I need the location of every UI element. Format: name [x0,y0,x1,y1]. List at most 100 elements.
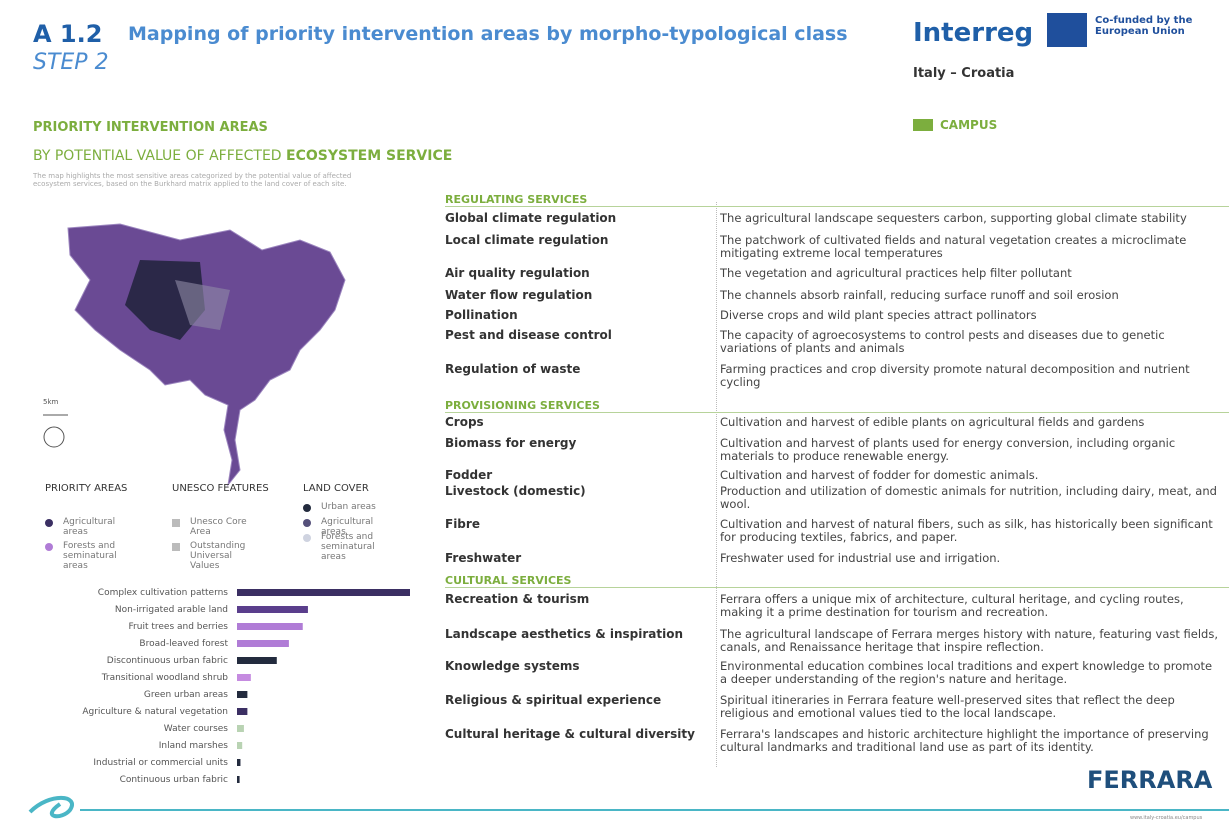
service-name: Biomass for energy [445,436,577,450]
bar-label: Broad-leaved forest [139,639,228,649]
service-name: Cultural heritage & cultural diversity [445,727,695,741]
map-unesco [175,280,230,330]
step: STEP 2 [33,50,109,75]
bar [237,776,240,783]
service-text: Cultivation and harvest of natural fiber… [720,517,1213,544]
legend-label: Forests and seminatural areas [321,532,375,562]
map [43,223,346,487]
service-name: Freshwater [445,551,522,565]
bar [237,657,277,664]
service-text: Diverse crops and wild plant species att… [720,308,1037,322]
service-name: Water flow regulation [445,288,593,302]
service-heading: PROVISIONING SERVICES [445,399,600,412]
service-name: Pollination [445,308,518,322]
legend-swatch [45,543,53,551]
legend-label: Agricultural areas [321,517,374,537]
bar-label: Discontinuous urban fabric [107,656,228,666]
intro: The map highlights the most sensitive ar… [33,172,352,188]
service-text: Ferrara's landscapes and historic archit… [720,727,1209,754]
service-name: Local climate regulation [445,233,609,247]
campus-icon [913,119,933,131]
legend-label: Forests and seminatural areas [63,541,117,571]
legend-swatch [45,519,53,527]
service-text: The patchwork of cultivated fields and n… [720,233,1187,260]
url: www.italy-croatia.eu/campus [1130,815,1203,821]
legend-title: PRIORITY AREAS [45,483,128,494]
service-name: Religious & spiritual experience [445,693,662,707]
bar [237,759,241,766]
service-text: Cultivation and harvest of edible plants… [720,415,1145,429]
bar [237,691,248,698]
service-name: Recreation & tourism [445,592,590,606]
code: A 1.2 [33,20,103,48]
section-title: PRIORITY INTERVENTION AREAS [33,120,268,135]
bar [237,623,303,630]
service-text: The agricultural landscape of Ferrara me… [720,627,1218,654]
eu-flag [1047,13,1087,47]
service-name: Pest and disease control [445,328,612,342]
bar-label: Inland marshes [159,741,229,751]
legend-label: Outstanding Universal Values [190,541,246,571]
service-name: Livestock (domestic) [445,484,586,498]
north-arrow [43,426,65,448]
map-area [67,223,346,487]
bar-label: Non-irrigated arable land [115,605,228,615]
bar [237,606,308,613]
bar [237,725,244,732]
bar-label: Agriculture & natural vegetation [82,707,228,717]
programme: Italy – Croatia [913,66,1015,81]
city: FERRARA [1087,766,1213,794]
bar [237,640,289,647]
service-heading: CULTURAL SERVICES [445,574,572,587]
bar [237,589,410,596]
service-name: Regulation of waste [445,362,581,376]
service-text: Cultivation and harvest of plants used f… [720,436,1176,463]
service-text: The capacity of agroecosystems to contro… [720,328,1165,355]
legend-swatch [303,504,311,512]
service-text: Cultivation and harvest of fodder for do… [720,468,1039,482]
service-text: The channels absorb rainfall, reducing s… [720,288,1119,302]
service-text: Ferrara offers a unique mix of architect… [720,592,1184,619]
map-urban [125,260,205,340]
bar [237,708,248,715]
legend-label: Urban areas [321,502,376,512]
service-name: Fibre [445,517,480,531]
legend-label: Unesco Core Area [190,517,247,537]
service-text: The agricultural landscape sequesters ca… [720,211,1187,225]
bar [237,674,251,681]
legend-label: Agricultural areas [63,517,116,537]
service-heading: REGULATING SERVICES [445,193,588,206]
heading-rule [445,587,1229,588]
land-cover-chart: Complex cultivation patterns Non-irrigate… [82,588,410,785]
legend-swatch [172,519,180,527]
bar [237,742,243,749]
bar-label: Continuous urban fabric [120,775,228,785]
scale-label: 5km [43,398,59,406]
service-name: Fodder [445,468,493,482]
service-text: Production and utilization of domestic a… [720,484,1217,511]
service-name: Air quality regulation [445,266,590,280]
service-text: Environmental education combines local t… [720,659,1213,686]
legend-title: LAND COVER [303,483,369,494]
service-name: Landscape aesthetics & inspiration [445,627,684,641]
legend-swatch [303,534,311,542]
heading-rule [445,206,1229,207]
cofunded: Co-funded by the European Union [1095,15,1193,37]
bar-label: Transitional woodland shrub [101,673,229,683]
footer-wave [28,795,1229,819]
service-name: Global climate regulation [445,211,617,225]
service-text: Spiritual itineraries in Ferrara feature… [720,693,1175,720]
title: Mapping of priority intervention areas b… [128,23,848,45]
service-text: The vegetation and agricultural practice… [720,266,1072,280]
service-text: Freshwater used for industrial use and i… [720,551,1001,565]
divider [716,202,718,767]
bar-label: Industrial or commercial units [93,758,228,768]
service-text: Farming practices and crop diversity pro… [720,362,1190,389]
service-name: Knowledge systems [445,659,580,673]
section-subtitle: BY POTENTIAL VALUE OF AFFECTED ECOSYSTEM… [33,148,452,164]
subtitle-emphasis: ECOSYSTEM SERVICE [286,148,453,164]
legend-title: UNESCO FEATURES [172,483,269,494]
bar-label: Fruit trees and berries [129,622,229,632]
bar-label: Water courses [164,724,229,734]
